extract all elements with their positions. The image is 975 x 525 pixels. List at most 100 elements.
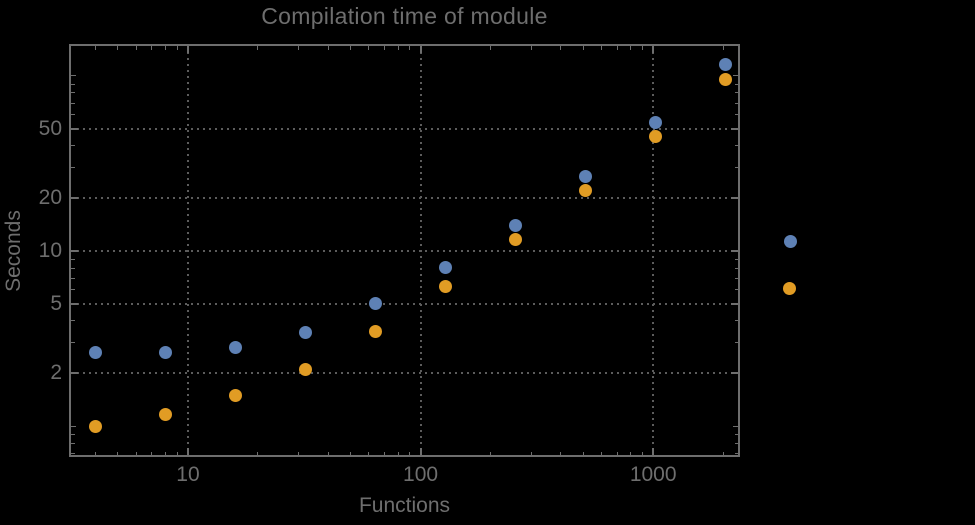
x-tick [298, 451, 300, 455]
x-tick [582, 46, 584, 50]
y-tick [71, 250, 78, 253]
x-tick [117, 451, 119, 455]
x-tick [151, 46, 153, 50]
x-tick [117, 46, 119, 50]
data-point-series-2-orange [158, 408, 172, 422]
x-tick [419, 46, 422, 53]
y-tick [71, 433, 75, 435]
data-point-series-2-orange [719, 72, 733, 86]
x-tick [135, 451, 137, 455]
x-tick [722, 451, 724, 455]
x-tick [384, 451, 386, 455]
y-tick [734, 145, 738, 147]
data-point-series-2-orange [298, 362, 312, 376]
x-tick [368, 451, 370, 455]
y-tick-label: 10 [38, 239, 62, 263]
legend-marker-series-2 [782, 281, 796, 295]
x-tick [722, 46, 724, 50]
y-tick [71, 442, 75, 444]
y-tick [71, 289, 75, 291]
y-tick [734, 167, 738, 169]
data-point-series-2-orange [579, 183, 593, 197]
y-tick [71, 92, 75, 94]
y-tick [71, 114, 75, 116]
data-point-series-1-blue [509, 219, 523, 232]
data-point-series-2-orange [88, 419, 102, 433]
y-tick [731, 127, 738, 130]
y-tick [734, 83, 738, 85]
x-tick [560, 451, 562, 455]
data-point-series-1-blue [439, 260, 452, 274]
plot-frame [69, 44, 740, 457]
y-tick [71, 167, 75, 169]
x-tick [151, 451, 153, 455]
x-tick [601, 451, 603, 455]
data-point-series-2-orange [649, 130, 663, 144]
y-tick-label: 2 [50, 361, 62, 385]
y-axis-label: Seconds [2, 210, 25, 292]
y-tick [731, 197, 738, 200]
x-tick [164, 451, 166, 455]
x-tick [616, 451, 618, 455]
h-gridline [71, 302, 738, 305]
x-tick [186, 448, 189, 455]
y-tick [71, 277, 75, 279]
x-tick [409, 46, 411, 50]
y-tick [71, 267, 75, 269]
h-gridline [71, 197, 738, 200]
data-point-series-1-blue [88, 345, 102, 359]
y-tick [731, 302, 738, 305]
y-tick [734, 289, 738, 291]
h-gridline [71, 250, 738, 253]
x-tick [384, 46, 386, 50]
x-tick [94, 451, 96, 455]
x-tick [257, 46, 259, 50]
data-point-series-1-blue [298, 325, 312, 339]
y-tick [71, 342, 75, 344]
x-tick [652, 448, 655, 455]
x-tick [642, 451, 644, 455]
x-tick [94, 46, 96, 50]
x-tick [642, 46, 644, 50]
y-tick [71, 127, 78, 130]
data-point-series-2-orange [509, 232, 523, 246]
data-point-series-2-orange [228, 389, 242, 403]
y-tick [71, 425, 76, 427]
y-tick-label: 50 [38, 116, 62, 140]
x-tick [327, 46, 329, 50]
y-tick [733, 75, 738, 77]
x-tick [368, 46, 370, 50]
x-tick [327, 451, 329, 455]
y-tick [71, 75, 76, 77]
y-tick [71, 258, 75, 260]
legend-marker-series-1 [783, 234, 797, 248]
x-tick [490, 451, 492, 455]
y-tick [71, 83, 75, 85]
x-tick [582, 451, 584, 455]
x-tick [186, 46, 189, 53]
y-tick [734, 342, 738, 344]
x-tick-label: 1000 [629, 463, 677, 486]
data-point-series-2-orange [439, 279, 452, 293]
y-tick [71, 102, 75, 104]
y-tick [71, 320, 75, 322]
data-point-series-1-blue [579, 169, 593, 183]
x-tick [298, 46, 300, 50]
x-tick [630, 46, 632, 50]
data-point-series-1-blue [719, 57, 733, 71]
data-point-series-1-blue [158, 345, 172, 359]
x-tick [419, 448, 422, 455]
x-tick [652, 46, 655, 53]
h-gridline [71, 372, 738, 375]
y-tick [733, 425, 738, 427]
y-tick [734, 320, 738, 322]
x-tick [616, 46, 618, 50]
y-tick [71, 197, 78, 200]
y-tick [734, 267, 738, 269]
y-tick [71, 452, 75, 454]
y-tick [734, 433, 738, 435]
y-tick [734, 92, 738, 94]
y-tick [71, 145, 75, 147]
x-tick [176, 451, 178, 455]
